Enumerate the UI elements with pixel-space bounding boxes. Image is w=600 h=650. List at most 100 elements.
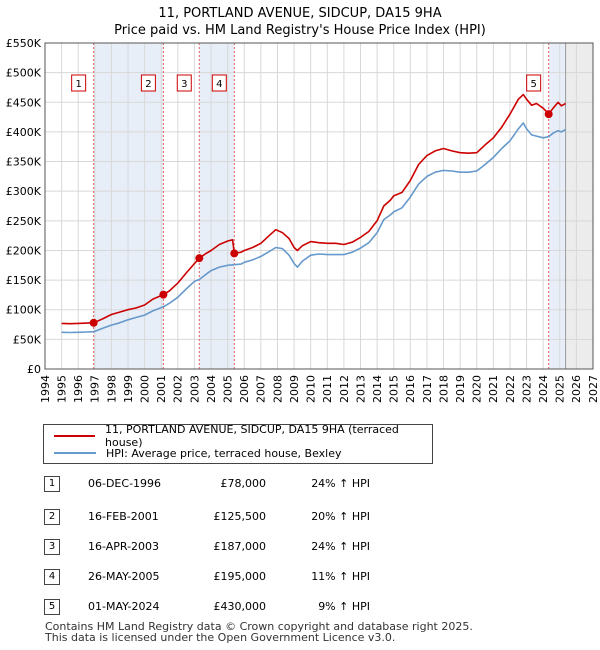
x-tick-label: 2007 (255, 375, 268, 403)
y-tick-label: £0 (27, 363, 41, 376)
x-tick-label: 2008 (271, 375, 284, 403)
x-tick-label: 2014 (371, 375, 384, 403)
sale-date: 16-APR-2003 (88, 540, 160, 553)
y-tick-label: £350K (6, 156, 42, 169)
x-tick-label: 2005 (222, 375, 235, 403)
y-tick-label: £150K (6, 274, 42, 287)
sale-hpi-diff: 20% ↑ HPI (311, 510, 370, 523)
sale-hpi-diff: 24% ↑ HPI (311, 540, 370, 553)
y-tick-label: £550K (6, 37, 42, 50)
chart-title: 11, PORTLAND AVENUE, SIDCUP, DA15 9HA (158, 6, 442, 21)
sale-label-box (526, 74, 542, 92)
x-tick-label: 1999 (122, 375, 135, 403)
x-tick-label: 2004 (205, 375, 218, 403)
sale-label-box (140, 74, 156, 92)
sale-price: £78,000 (220, 477, 267, 490)
x-tick-label: 2010 (305, 375, 318, 403)
x-tick-label: 2000 (138, 375, 151, 403)
legend-label-property: 11, PORTLAND AVENUE, SIDCUP, DA15 9HA (t… (105, 423, 399, 449)
x-tick-label: 2020 (471, 375, 484, 403)
sale-number-badge: 2 (44, 509, 60, 525)
x-tick-label: 2003 (188, 375, 201, 403)
x-tick-label: 1996 (72, 375, 85, 403)
x-tick-label: 2001 (155, 375, 168, 403)
table-row: 4 26-MAY-2005 £195,000 11% ↑ HPI (0, 565, 600, 589)
x-tick-label: 1994 (39, 375, 52, 403)
y-tick-label: £250K (6, 215, 42, 228)
legend-item-hpi: HPI: Average price, terraced house, Bexl… (54, 445, 342, 461)
sale-number-badge: 1 (44, 476, 60, 492)
sale-point (230, 249, 239, 258)
x-tick-label: 1997 (89, 375, 102, 403)
sale-price: £195,000 (213, 570, 267, 583)
x-tick-label: 2026 (570, 375, 583, 403)
sale-hpi-diff: 24% ↑ HPI (311, 477, 370, 490)
legend: 11, PORTLAND AVENUE, SIDCUP, DA15 9HA (t… (43, 423, 433, 464)
x-tick-label: 2012 (338, 375, 351, 403)
sale-label-text: 2 (145, 79, 151, 90)
sale-label-box (176, 74, 192, 92)
x-tick-label: 2023 (520, 375, 533, 403)
sale-date: 26-MAY-2005 (88, 570, 160, 583)
sale-price: £187,000 (213, 540, 267, 553)
y-tick-label: £500K (6, 67, 42, 80)
sale-point (195, 254, 204, 263)
sale-label-text: 4 (216, 79, 222, 90)
x-tick-label: 2027 (587, 375, 600, 403)
x-tick-label: 2019 (454, 375, 467, 403)
y-tick-label: £450K (6, 96, 42, 109)
y-tick-label: £100K (6, 304, 42, 317)
x-tick-label: 1998 (105, 375, 118, 403)
table-row: 3 16-APR-2003 £187,000 24% ↑ HPI (0, 535, 600, 559)
sale-hpi-diff: 9% ↑ HPI (318, 600, 370, 613)
sale-price: £430,000 (213, 600, 267, 613)
sale-label-box (71, 74, 87, 92)
x-tick-label: 2022 (504, 375, 517, 403)
x-tick-label: 2024 (537, 375, 550, 403)
legend-label-hpi: HPI: Average price, terraced house, Bexl… (106, 446, 342, 460)
chart-subtitle: Price paid vs. HM Land Registry's House … (114, 23, 486, 38)
sale-price: £125,500 (213, 510, 267, 523)
sale-hpi-diff: 11% ↑ HPI (311, 570, 370, 583)
x-tick-label: 1995 (55, 375, 68, 403)
x-tick-label: 2017 (421, 375, 434, 403)
y-tick-label: £50K (13, 333, 42, 346)
sale-point (89, 318, 98, 327)
sale-date: 01-MAY-2024 (88, 600, 160, 613)
sale-point (544, 110, 553, 119)
x-tick-label: 2006 (238, 375, 251, 403)
y-tick-label: £200K (6, 244, 42, 257)
footer-copyright: Contains HM Land Registry data © Crown c… (45, 620, 473, 633)
plot-frame (44, 42, 594, 370)
x-tick-label: 2002 (172, 375, 185, 403)
x-tick-label: 2016 (404, 375, 417, 403)
x-tick-label: 2015 (388, 375, 401, 403)
sale-number-badge: 3 (44, 539, 60, 555)
hpi-line (61, 122, 566, 334)
sale-point (159, 290, 168, 299)
y-tick-label: £400K (6, 126, 42, 139)
footer-licence: This data is licensed under the Open Gov… (45, 631, 396, 644)
sale-number-badge: 4 (44, 569, 60, 585)
table-row: 1 06-DEC-1996 £78,000 24% ↑ HPI (0, 472, 600, 496)
x-tick-label: 2021 (487, 375, 500, 403)
table-row: 2 16-FEB-2001 £125,500 20% ↑ HPI (0, 505, 600, 529)
sale-label-text: 3 (181, 79, 187, 90)
legend-swatch-property (54, 435, 96, 437)
y-tick-label: £300K (6, 185, 42, 198)
legend-item-property: 11, PORTLAND AVENUE, SIDCUP, DA15 9HA (t… (54, 423, 432, 449)
x-tick-label: 2018 (437, 375, 450, 403)
x-tick-label: 2011 (321, 375, 334, 403)
ownership-shading (548, 43, 566, 369)
sale-label-text: 1 (75, 79, 81, 90)
sale-label-text: 5 (530, 79, 536, 90)
sale-date: 06-DEC-1996 (88, 477, 162, 490)
sale-label-box (211, 74, 227, 92)
ownership-shading (199, 43, 235, 369)
x-tick-label: 2009 (288, 375, 301, 403)
x-tick-label: 2013 (354, 375, 367, 403)
forecast-shading (565, 43, 593, 369)
x-tick-label: 2025 (554, 375, 567, 403)
sale-number-badge: 5 (44, 599, 60, 615)
legend-swatch-hpi (54, 452, 96, 454)
